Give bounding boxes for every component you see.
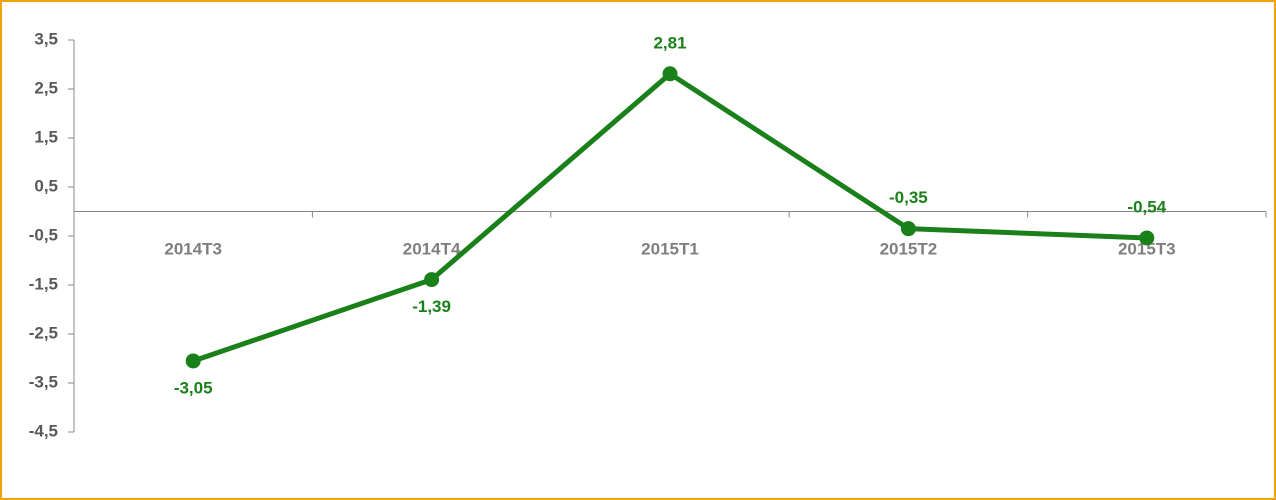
y-tick-label: -0,5	[29, 225, 58, 244]
y-tick-label: -1,5	[29, 274, 58, 293]
y-tick-label: 2,5	[34, 78, 58, 97]
data-point	[185, 353, 201, 369]
y-tick-label: 0,5	[34, 176, 58, 195]
x-tick-label: 2015T2	[880, 239, 938, 258]
data-label: 2,81	[653, 33, 686, 52]
data-point	[1139, 230, 1155, 246]
data-point	[662, 66, 678, 82]
data-point	[424, 272, 440, 288]
data-label: -3,05	[174, 378, 213, 397]
x-tick-label: 2015T3	[1118, 239, 1176, 258]
data-point	[900, 221, 916, 237]
x-tick-label: 2014T3	[164, 239, 222, 258]
x-tick-label: 2014T4	[403, 239, 461, 258]
y-tick-label: -2,5	[29, 323, 58, 342]
data-label: -0,54	[1127, 197, 1166, 216]
data-label: -1,39	[412, 297, 451, 316]
y-tick-label: -4,5	[29, 421, 58, 440]
y-tick-label: 1,5	[34, 127, 58, 146]
data-label: -0,35	[889, 188, 928, 207]
y-tick-label: -3,5	[29, 372, 58, 391]
y-tick-label: 3,5	[34, 29, 58, 48]
x-tick-label: 2015T1	[641, 239, 699, 258]
